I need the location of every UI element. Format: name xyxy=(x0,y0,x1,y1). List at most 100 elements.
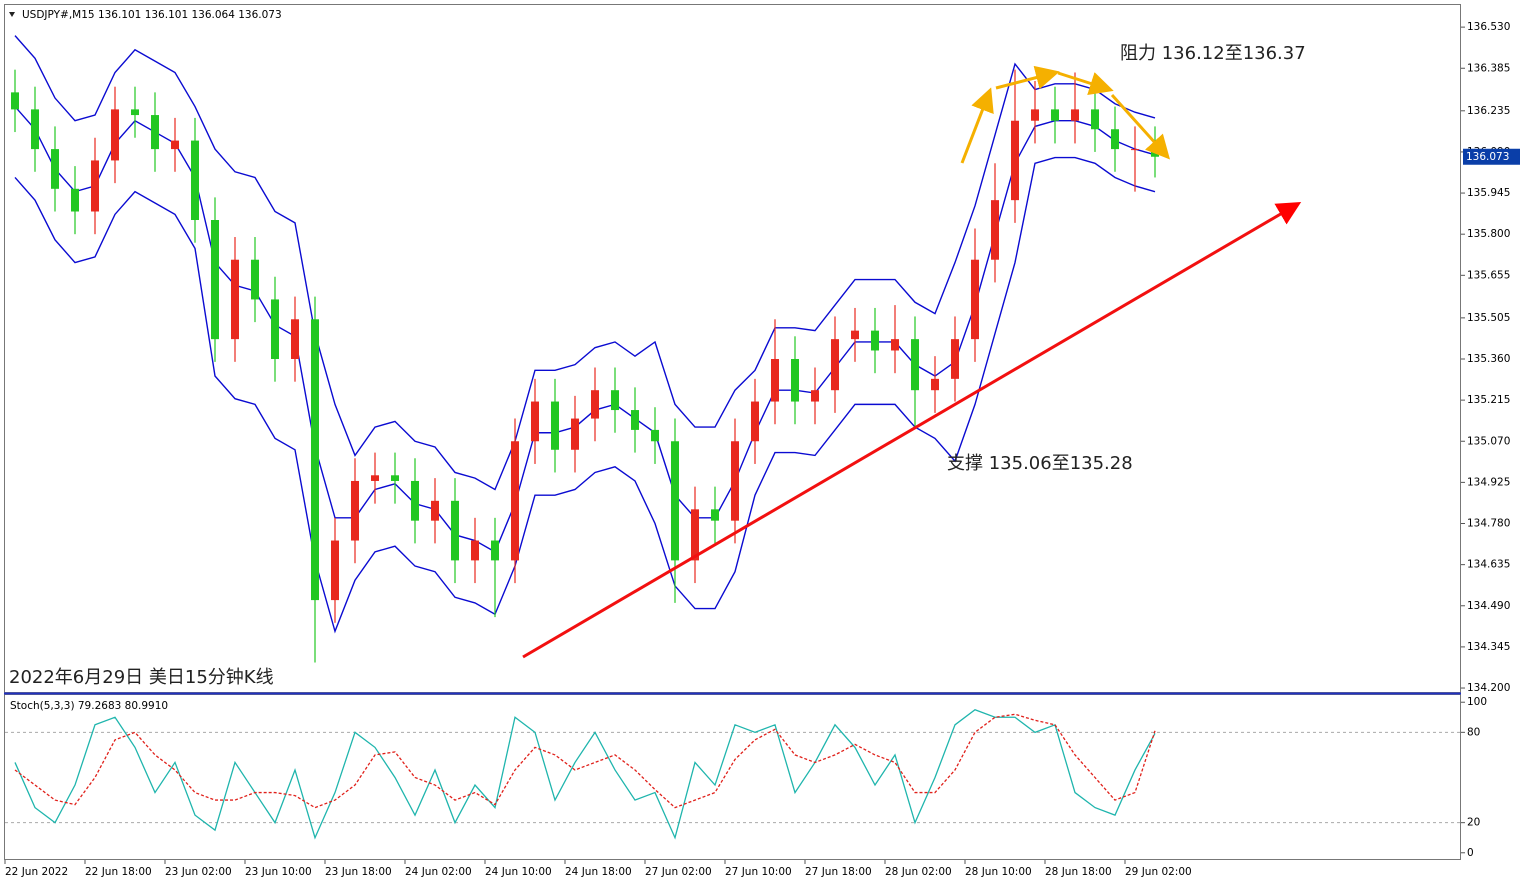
orange-arrow xyxy=(960,87,994,164)
candle-body xyxy=(771,358,779,402)
x-tick-label: 23 Jun 18:00 xyxy=(325,866,392,878)
candle-body xyxy=(951,339,959,379)
x-tick-label: 24 Jun 18:00 xyxy=(565,866,632,878)
band-lower xyxy=(14,156,1156,634)
candle-body xyxy=(451,500,459,561)
x-tick-label: 28 Jun 02:00 xyxy=(885,866,952,878)
x-tick-label: 29 Jun 02:00 xyxy=(1125,866,1192,878)
candle-body xyxy=(271,299,279,359)
stoch-line xyxy=(14,713,1156,809)
y-tick-label: 134.925 xyxy=(1467,476,1510,488)
y-tick-label: 134.200 xyxy=(1467,682,1510,694)
stoch-header: Stoch(5,3,3) 79.2683 80.9910 xyxy=(10,700,168,712)
candle-body xyxy=(551,401,559,450)
collapse-icon xyxy=(9,12,15,17)
support-note: 支撑 135.06至135.28 xyxy=(947,453,1133,474)
x-tick-label: 23 Jun 02:00 xyxy=(165,866,232,878)
candle-body xyxy=(31,109,39,150)
candle-body xyxy=(571,418,579,450)
candle-body xyxy=(651,429,659,442)
trend-arrow xyxy=(522,201,1302,659)
stoch-line xyxy=(14,709,1156,840)
band-upper xyxy=(14,35,1156,491)
candle-body xyxy=(391,475,399,481)
y-tick-label: 135.655 xyxy=(1467,269,1510,281)
y-tick-label: 135.505 xyxy=(1467,312,1510,324)
x-tick-label: 22 Jun 2022 xyxy=(5,866,68,878)
candle-body xyxy=(491,540,499,561)
candle-body xyxy=(91,160,99,212)
candle-body xyxy=(51,149,59,189)
candle-body xyxy=(731,441,739,521)
candle-body xyxy=(871,330,879,351)
candle-body xyxy=(811,390,819,402)
y-tick-label: 136.235 xyxy=(1467,105,1510,117)
candle-body xyxy=(591,390,599,419)
candle-body xyxy=(71,188,79,212)
candle-body xyxy=(991,200,999,260)
chart-caption: 2022年6月29日 美日15分钟K线 xyxy=(9,667,274,688)
candle-body xyxy=(371,475,379,481)
x-tick-label: 22 Jun 18:00 xyxy=(85,866,152,878)
candle-body xyxy=(971,259,979,340)
candle-body xyxy=(751,401,759,442)
candle-body xyxy=(11,92,19,110)
candle-body xyxy=(311,319,319,601)
candle-body xyxy=(291,319,299,359)
y-tick-label: 135.945 xyxy=(1467,187,1510,199)
x-tick-label: 24 Jun 02:00 xyxy=(405,866,472,878)
x-tick-label: 28 Jun 18:00 xyxy=(1045,866,1112,878)
candle-body xyxy=(631,410,639,430)
candle-body xyxy=(1091,109,1099,130)
candle-body xyxy=(231,259,239,340)
candle-body xyxy=(531,401,539,442)
candle-body xyxy=(111,109,119,161)
candle-body xyxy=(251,259,259,300)
candle-body xyxy=(1031,109,1039,121)
x-tick-label: 27 Jun 02:00 xyxy=(645,866,712,878)
candle-body xyxy=(511,441,519,561)
y-tick-label: 80 xyxy=(1467,726,1480,738)
candle-body xyxy=(1011,120,1019,201)
chart-header: USDJPY#,M15 136.101 136.101 136.064 136.… xyxy=(22,9,282,21)
candle-body xyxy=(891,339,899,351)
y-tick-label: 134.635 xyxy=(1467,559,1510,571)
y-tick-label: 135.070 xyxy=(1467,435,1510,447)
candle-body xyxy=(1131,149,1139,151)
candle-body xyxy=(1071,109,1079,121)
candle-body xyxy=(151,115,159,150)
candle-body xyxy=(131,109,139,116)
y-tick-label: 136.385 xyxy=(1467,62,1510,74)
candle-body xyxy=(351,480,359,541)
candle-body xyxy=(1051,109,1059,121)
resistance-note: 阻力 136.12至136.37 xyxy=(1120,43,1306,64)
candle-body xyxy=(1111,129,1119,150)
candle-body xyxy=(331,540,339,601)
y-tick-label: 134.345 xyxy=(1467,641,1510,653)
candle-body xyxy=(191,140,199,221)
x-tick-label: 24 Jun 10:00 xyxy=(485,866,552,878)
candle-body xyxy=(1151,149,1159,157)
candle-body xyxy=(831,339,839,391)
candle-body xyxy=(171,140,179,150)
plot-layer: 136.530136.385136.235136.090135.945135.8… xyxy=(4,21,1520,878)
pattern-arrows xyxy=(960,65,1171,164)
price-tag-label: 136.073 xyxy=(1466,151,1509,163)
orange-arrow xyxy=(995,65,1060,90)
y-tick-label: 135.360 xyxy=(1467,353,1510,365)
price-tag xyxy=(1463,148,1520,165)
candle-body xyxy=(211,220,219,340)
candle-body xyxy=(411,480,419,521)
candle-body xyxy=(431,500,439,521)
y-tick-label: 135.800 xyxy=(1467,228,1510,240)
x-tick-label: 27 Jun 18:00 xyxy=(805,866,872,878)
candle-body xyxy=(711,509,719,521)
x-tick-label: 28 Jun 10:00 xyxy=(965,866,1032,878)
candle-body xyxy=(931,378,939,391)
x-tick-label: 27 Jun 10:00 xyxy=(725,866,792,878)
y-tick-label: 0 xyxy=(1467,847,1474,859)
x-tick-label: 23 Jun 10:00 xyxy=(245,866,312,878)
candle-body xyxy=(671,441,679,561)
